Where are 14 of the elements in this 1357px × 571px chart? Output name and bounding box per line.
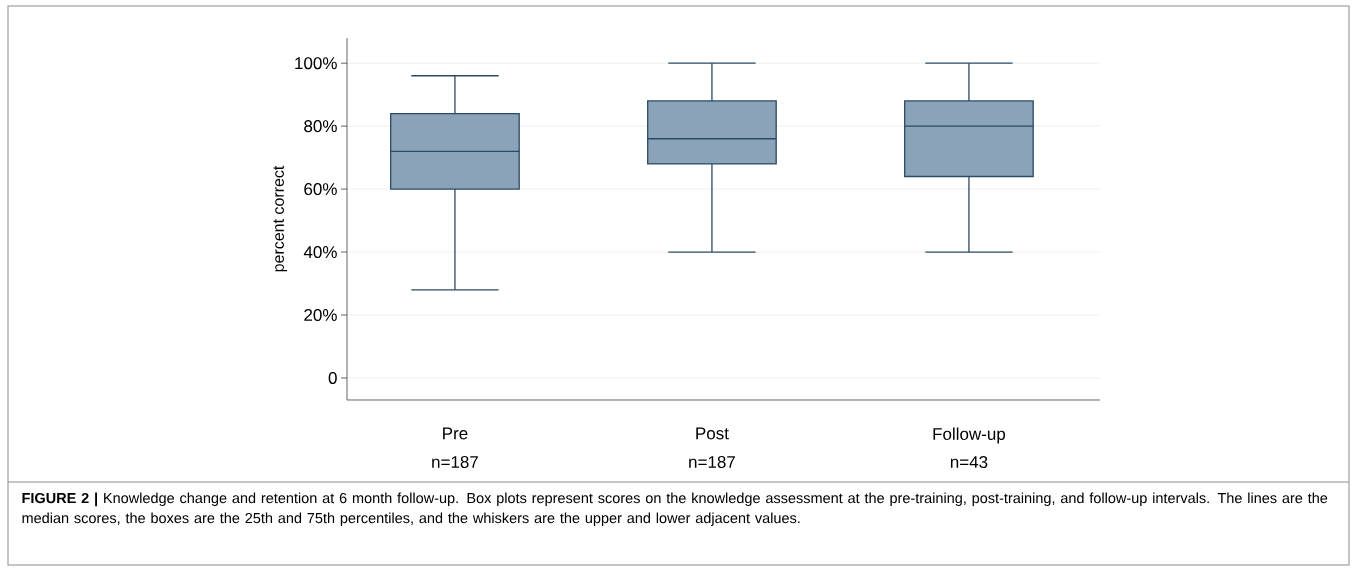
text: n=43 [950, 455, 988, 469]
text: n=187 [689, 455, 735, 469]
y-tick-label: 0 [328, 371, 337, 384]
y-axis-title: percent correct [273, 165, 288, 272]
text: n=187 [432, 455, 478, 469]
x-tick-label: Pre [443, 427, 468, 440]
y-tick-label: 80% [304, 120, 337, 133]
text: FIGURE 2 | Knowledge change and retention at 6 month follow-up. Box plots represent scores on the knowledge assessment at the pre-training, post-training, and follow-up intervals. The lines are the median scores, the boxes are the 25th and 75th percentiles, and the whiskers are the upper and lower adjacent values. [22, 492, 1328, 527]
y-tick-label: 100% [295, 57, 337, 70]
x-tick-label: Follow-up [933, 427, 1006, 444]
y-tick-label: 60% [304, 183, 337, 196]
x-tick-label: Post [696, 427, 729, 440]
y-tick-label: 20% [304, 308, 337, 322]
y-tick-label: 40% [303, 246, 337, 259]
